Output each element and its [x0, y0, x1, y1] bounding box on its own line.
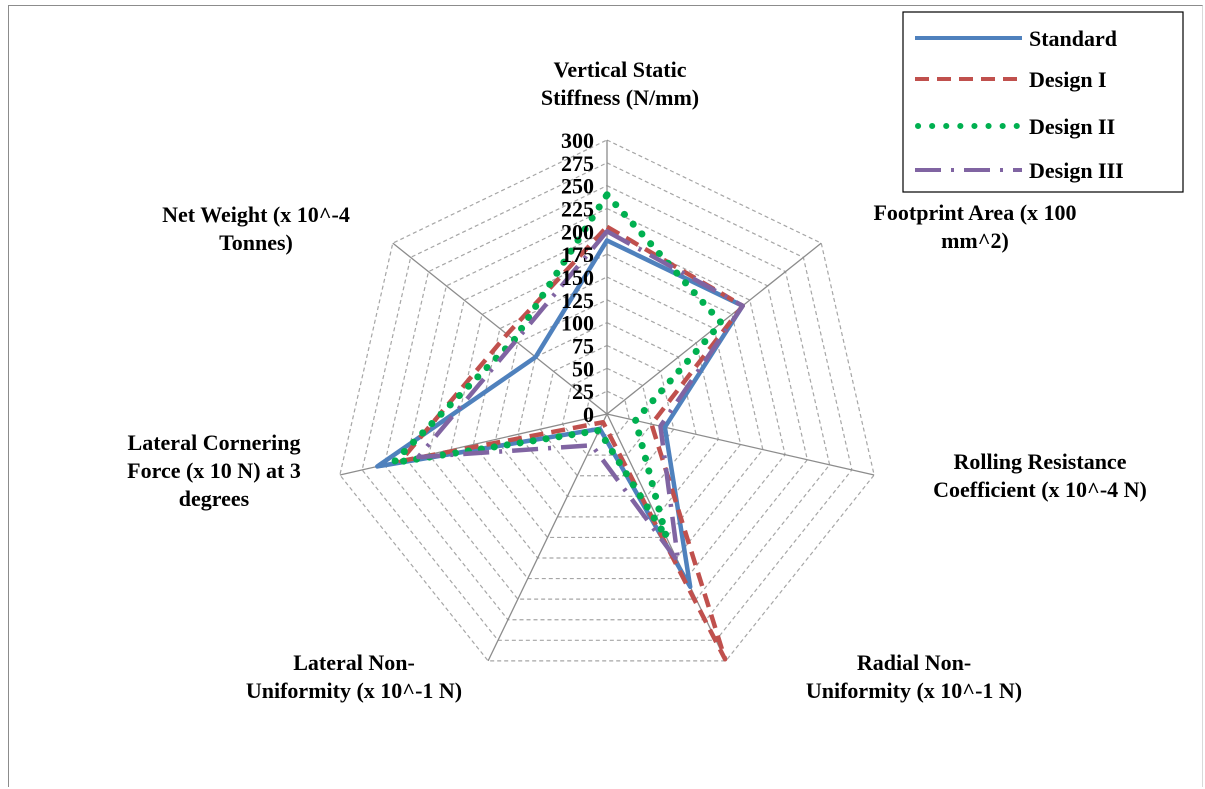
legend-label-design-ii: Design II [1029, 114, 1115, 139]
grid-ring [428, 230, 786, 580]
axis-title: Radial Non-Uniformity (x 10^-1 N) [806, 650, 1022, 703]
legend-label-standard: Standard [1029, 26, 1117, 51]
tick-label: 225 [561, 197, 594, 222]
axis-titles: Vertical Static Stiffness (N/mm) Footprint… [127, 57, 1147, 703]
axis-spoke [392, 242, 608, 415]
grid-ring [383, 185, 831, 621]
tick-label: 25 [572, 379, 594, 404]
axis-title: Lateral Cornering Force (x 10 N) at 3 degr… [127, 430, 301, 511]
grid-ring [561, 367, 653, 456]
axis-title: Vertical Static Stiffness (N/mm) [541, 57, 699, 110]
series-line-design-ii [389, 191, 725, 541]
legend-entry-design-ii: Design II [915, 114, 1115, 139]
axis-title: Rolling Resistance Coefficient (x 10^-4 N… [933, 449, 1147, 502]
radar-series [375, 191, 745, 662]
tick-label: 250 [561, 174, 594, 199]
legend-entry-design-i: Design I [915, 67, 1107, 92]
series-line-design-iii [415, 229, 745, 565]
grid-ring [406, 207, 808, 600]
legend-label-design-iii: Design III [1029, 158, 1124, 183]
tick-label: 75 [572, 334, 594, 359]
legend-label-design-i: Design I [1029, 67, 1107, 92]
legend-box [902, 11, 1184, 193]
axis-title: Lateral Non-Uniformity (x 10^-1 N) [246, 650, 462, 703]
tick-label: 50 [572, 356, 594, 381]
tick-label: 275 [561, 151, 594, 176]
tick-label: 125 [561, 288, 594, 313]
tick-label: 150 [561, 265, 594, 290]
axis-title: Footprint Area (x 100 mm^2) [873, 200, 1076, 253]
tick-label: 175 [561, 242, 594, 267]
tick-label: 100 [561, 311, 594, 336]
axis-spoke [606, 413, 875, 476]
legend-entry-standard: Standard [915, 26, 1117, 51]
grid-ring [361, 162, 853, 641]
grid-ring [339, 139, 875, 662]
tick-label: 0 [583, 402, 594, 427]
legend: Standard Design I Design II Design III [902, 11, 1184, 193]
legend-entry-design-iii: Design III [915, 158, 1124, 183]
grid-ring [584, 390, 630, 436]
chart-frame [8, 5, 1203, 787]
tick-label: 200 [561, 219, 594, 244]
grid-ring [450, 253, 764, 559]
grid-ring [539, 344, 675, 477]
tick-label: 300 [561, 128, 594, 153]
axis-spoke [487, 413, 608, 662]
axis-title: Net Weight (x 10^-4 Tonnes) [162, 202, 350, 255]
